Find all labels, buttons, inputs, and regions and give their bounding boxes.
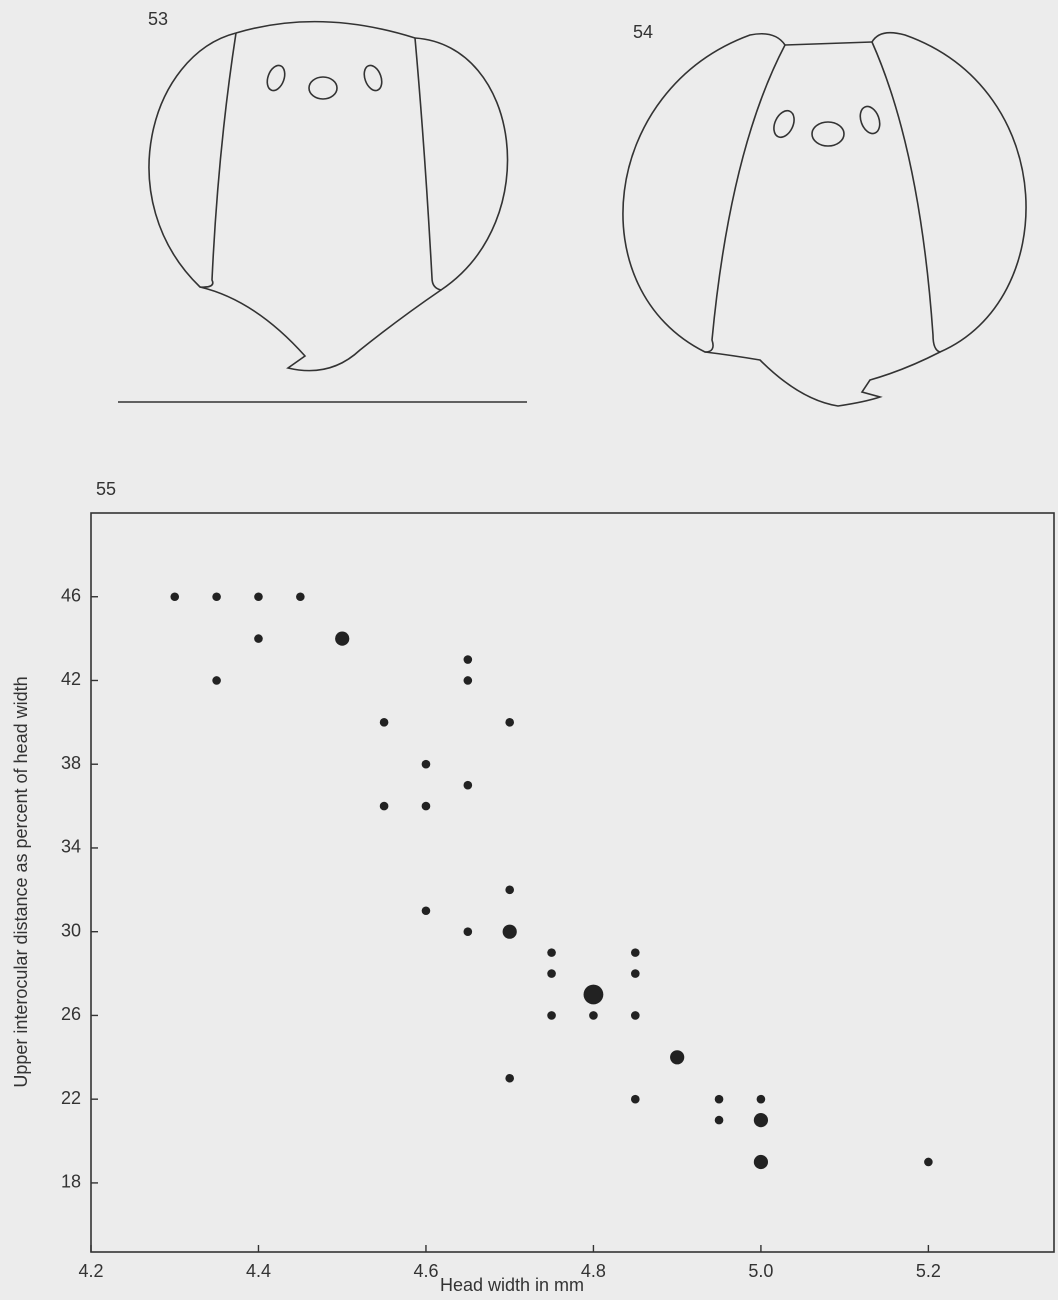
- data-point: [379, 801, 389, 811]
- x-tick-label: 4.2: [78, 1261, 103, 1281]
- data-point: [589, 1011, 598, 1020]
- data-point: [212, 676, 221, 685]
- data-point: [335, 631, 350, 646]
- data-point: [756, 1094, 766, 1104]
- data-point: [547, 969, 556, 978]
- data-point: [505, 885, 514, 895]
- y-axis-title: Upper interocular distance as percent of…: [11, 676, 31, 1087]
- data-point: [753, 1113, 769, 1128]
- head-drawing-54: [622, 31, 1027, 407]
- data-point: [212, 592, 221, 602]
- data-point: [924, 1157, 933, 1167]
- data-point: [631, 1011, 640, 1020]
- data-point: [714, 1094, 724, 1104]
- y-tick-label: 26: [61, 1004, 81, 1024]
- plot-frame: [90, 512, 1055, 1253]
- data-point: [631, 948, 640, 957]
- data-point: [254, 634, 263, 643]
- data-point: [254, 592, 263, 602]
- data-point: [714, 1115, 724, 1125]
- figure-label: 53: [148, 9, 168, 29]
- data-point: [421, 801, 431, 811]
- x-tick-label: 4.4: [246, 1261, 271, 1281]
- data-point: [463, 676, 473, 685]
- data-point: [463, 655, 473, 664]
- y-tick-label: 42: [61, 669, 81, 689]
- data-point: [631, 969, 640, 978]
- data-point: [170, 592, 180, 602]
- data-point: [502, 924, 517, 939]
- y-tick-label: 38: [61, 753, 81, 773]
- y-tick-label: 46: [61, 585, 81, 605]
- y-tick-label: 18: [61, 1172, 81, 1192]
- data-point: [505, 1073, 514, 1083]
- x-tick-label: 5.0: [748, 1261, 773, 1281]
- data-point: [421, 906, 431, 916]
- data-point: [463, 780, 473, 790]
- data-point: [463, 927, 473, 936]
- data-point: [753, 1154, 769, 1170]
- figure-label: 54: [633, 22, 653, 42]
- data-point: [296, 592, 305, 602]
- x-tick-label: 4.6: [413, 1261, 438, 1281]
- head-drawing-53: [118, 20, 527, 403]
- y-tick-label: 30: [61, 920, 81, 940]
- x-axis-title: Head width in mm: [440, 1275, 584, 1295]
- data-point: [505, 718, 514, 727]
- data-point: [547, 948, 556, 957]
- x-tick-label: 4.8: [581, 1261, 606, 1281]
- panel-label: 55: [96, 479, 116, 499]
- data-point: [631, 1094, 640, 1104]
- data-point: [421, 759, 431, 769]
- x-tick-label: 5.2: [916, 1261, 941, 1281]
- y-tick-label: 34: [61, 837, 81, 857]
- data-point: [379, 718, 389, 727]
- data-point: [583, 984, 604, 1005]
- data-point: [547, 1011, 556, 1020]
- y-tick-label: 22: [61, 1088, 81, 1108]
- data-point: [670, 1050, 685, 1065]
